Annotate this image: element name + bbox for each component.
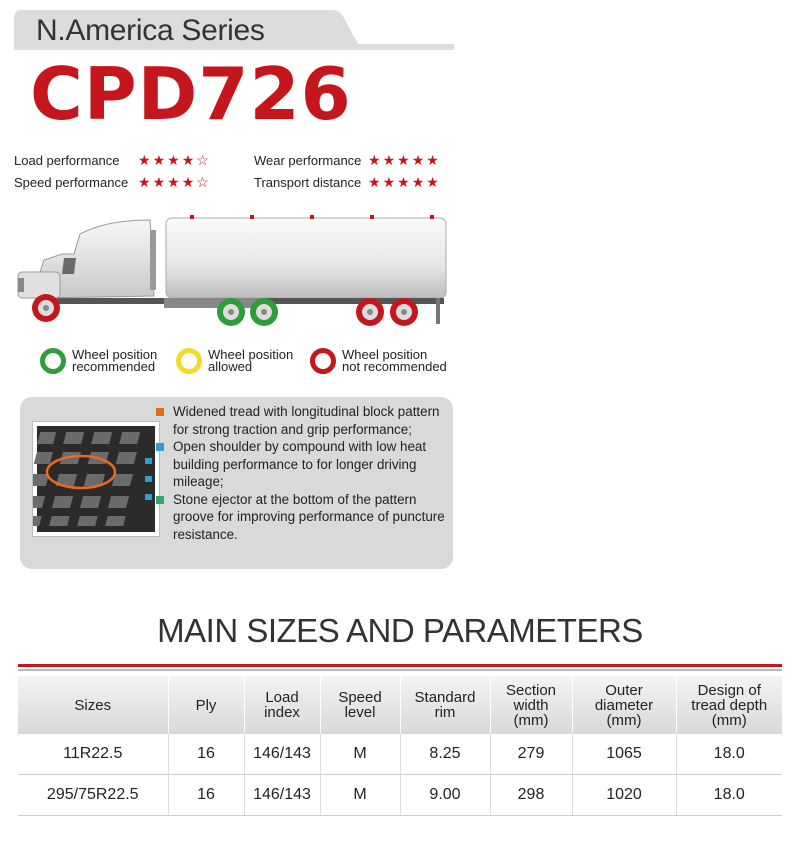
table-cell: 9.00 — [400, 774, 491, 816]
column-header: Outer diameter (mm) — [572, 676, 677, 734]
star-filled-icon: ★ — [426, 152, 439, 168]
table-row: 295/75R22.5 16 146/143 M 9.00 298 1020 18.0 — [18, 774, 782, 816]
params-table: Sizes Ply Load index Speed level Standard rim Se… — [18, 676, 782, 816]
table-cell: 146/143 — [244, 774, 321, 816]
star-filled-icon: ★ — [167, 174, 180, 190]
divider-red — [18, 664, 782, 667]
params-heading: MAIN SIZES AND PARAMETERS — [157, 612, 643, 649]
star-empty-icon: ☆ — [196, 174, 209, 190]
legend-text: Wheel position not recommended — [342, 347, 447, 374]
feature-item: Open shoulder by compound with low heat … — [156, 438, 448, 491]
star-filled-icon: ★ — [382, 152, 396, 168]
wheel-steer — [32, 294, 60, 322]
tread-pattern-icon — [23, 426, 155, 532]
column-header: Standard rim — [400, 676, 491, 734]
table-header-row: Sizes Ply Load index Speed level Standard rim Se… — [18, 676, 782, 734]
tread-pattern-image — [23, 421, 160, 537]
rating-label: Speed performance — [14, 174, 129, 190]
star-filled-icon: ★ — [368, 174, 381, 190]
column-header: Sizes — [18, 676, 169, 734]
table-cell: 11R22.5 — [18, 734, 169, 775]
star-filled-icon: ★ — [368, 152, 381, 168]
table-cell: 18.0 — [676, 774, 782, 816]
wheel-drive-1 — [217, 298, 245, 326]
star-filled-icon: ★ — [152, 152, 166, 168]
column-header: Ply — [168, 676, 245, 734]
yellow-ring-icon — [176, 348, 202, 374]
table-cell: 1065 — [572, 734, 677, 775]
feature-panel: Widened tread with longitudinal block pa… — [20, 397, 453, 569]
table-cell: 18.0 — [676, 734, 782, 775]
star-filled-icon: ★ — [411, 152, 425, 168]
series-label: N.America Series — [36, 14, 265, 47]
table-cell: 8.25 — [400, 734, 491, 775]
rating-stars: ★ ★ ★ ★ ☆ — [138, 153, 209, 167]
table-cell: 16 — [168, 774, 245, 816]
star-filled-icon: ★ — [397, 174, 410, 190]
truck-illustration — [17, 215, 447, 326]
table-cell: 146/143 — [244, 734, 321, 775]
star-filled-icon: ★ — [426, 174, 439, 190]
star-filled-icon: ★ — [167, 152, 180, 168]
rating-stars: ★ ★ ★ ★ ★ — [368, 175, 439, 189]
series-tab: N.America Series — [14, 10, 454, 50]
column-header: Design of tread depth (mm) — [676, 676, 782, 734]
wheel-trailer-2 — [390, 298, 418, 326]
column-header: Section width (mm) — [490, 676, 573, 734]
legend-allowed: Wheel position allowed — [176, 346, 293, 376]
table-cell: M — [320, 734, 401, 775]
column-header: Speed level — [320, 676, 401, 734]
rating-label: Load performance — [14, 152, 120, 168]
table-body: 11R22.5 16 146/143 M 8.25 279 1065 18.0 295/75R2… — [18, 734, 782, 816]
feature-item: Widened tread with longitudinal block pa… — [156, 403, 448, 438]
star-filled-icon: ★ — [397, 152, 410, 168]
model-title: CPD726 — [30, 52, 352, 136]
blue-bullet-icon — [156, 443, 164, 451]
feature-list: Widened tread with longitudinal block pa… — [156, 403, 448, 543]
table-cell: M — [320, 774, 401, 816]
series-tab-background — [14, 10, 454, 50]
rating-stars: ★ ★ ★ ★ ☆ — [138, 175, 209, 189]
table-cell: 295/75R22.5 — [18, 774, 169, 816]
legend-not-recommended: Wheel position not recommended — [310, 346, 447, 376]
star-filled-icon: ★ — [181, 174, 195, 190]
rating-speed: Speed performance ★ ★ ★ ★ ☆ — [14, 172, 209, 192]
orange-bullet-icon — [156, 408, 164, 416]
wheel-trailer-1 — [356, 298, 384, 326]
rating-transport: Transport distance ★ ★ ★ ★ ★ — [254, 172, 439, 192]
star-empty-icon: ☆ — [196, 152, 209, 168]
star-filled-icon: ★ — [411, 174, 425, 190]
legend-text: Wheel position recommended — [72, 347, 158, 374]
table-row: 11R22.5 16 146/143 M 8.25 279 1065 18.0 — [18, 734, 782, 775]
feature-item: Stone ejector at the bottom of the patte… — [156, 491, 448, 544]
star-filled-icon: ★ — [181, 152, 195, 168]
table-cell: 16 — [168, 734, 245, 775]
green-bullet-icon — [156, 495, 164, 504]
rating-wear: Wear performance ★ ★ ★ ★ ★ — [254, 150, 439, 170]
rating-stars: ★ ★ ★ ★ ★ — [368, 153, 439, 167]
star-filled-icon: ★ — [138, 152, 151, 168]
red-ring-icon — [310, 348, 336, 374]
star-filled-icon: ★ — [152, 174, 166, 190]
table-cell: 1020 — [572, 774, 677, 816]
table-cell: 279 — [490, 734, 573, 775]
green-ring-icon — [40, 348, 66, 374]
divider-grey — [18, 669, 782, 671]
rating-label: Transport distance — [254, 174, 362, 190]
wheel-drive-2 — [250, 298, 278, 326]
legend-text: Wheel position allowed — [208, 347, 294, 374]
column-header: Load index — [244, 676, 321, 734]
rating-label: Wear performance — [254, 152, 362, 168]
star-filled-icon: ★ — [382, 174, 396, 190]
rating-load: Load performance ★ ★ ★ ★ ☆ — [14, 150, 209, 170]
table-cell: 298 — [490, 774, 573, 816]
legend-recommended: Wheel position recommended — [40, 346, 157, 376]
star-filled-icon: ★ — [138, 174, 151, 190]
